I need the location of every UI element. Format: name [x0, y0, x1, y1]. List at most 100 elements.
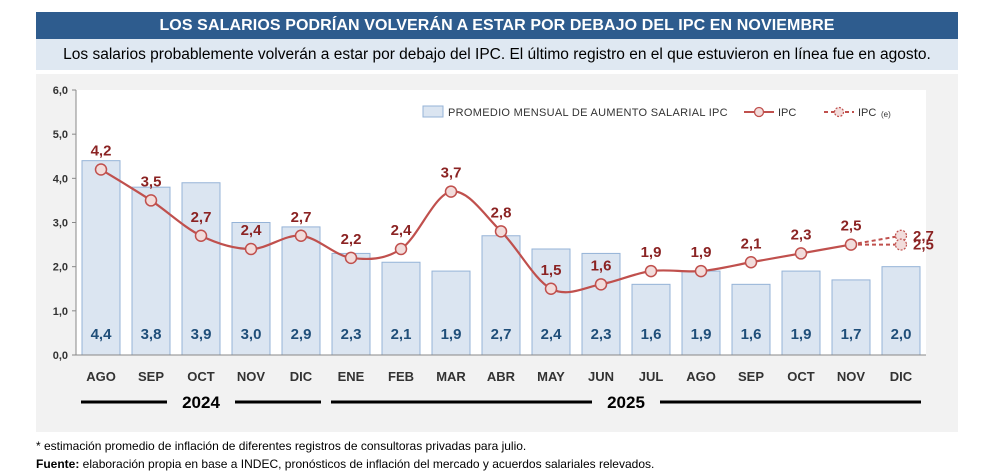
bar-value-label: 4,4 — [91, 326, 113, 343]
ipc-point — [94, 163, 108, 176]
ipc-estimate-point — [894, 238, 908, 251]
bar — [831, 279, 871, 356]
ipc-point-label: 3,7 — [441, 165, 462, 182]
ipc-point-label: 1,9 — [691, 244, 712, 261]
chart-title: LOS SALARIOS PODRÍAN VOLVERÁN A ESTAR PO… — [36, 12, 958, 39]
bar-value-label: 2,3 — [341, 326, 362, 343]
x-tick-label: DIC — [890, 369, 913, 384]
ipc-point-label: 2,4 — [241, 222, 263, 239]
x-tick-label: DIC — [290, 369, 313, 384]
bar-value-label: 2,1 — [391, 326, 412, 343]
x-tick-label: ABR — [487, 369, 516, 384]
bar — [381, 261, 421, 356]
bar — [431, 270, 471, 356]
chart-panel: 0,0 1,0 2,0 3,0 4,0 5,0 6,0 4,4 3,8 3,9 3,0 2,9 2,3 2… — [36, 74, 958, 432]
legend-ipc-marker — [753, 106, 765, 118]
bar — [781, 270, 821, 356]
x-tick-label: SEP — [138, 369, 164, 384]
x-tick-label: SEP — [738, 369, 764, 384]
bar-value-label: 2,9 — [291, 326, 312, 343]
y-tick-label: 6,0 — [53, 85, 68, 97]
legend-ipc-label: IPC — [778, 107, 796, 119]
ipc-point-label: 2,1 — [741, 235, 762, 252]
bar — [281, 226, 321, 356]
bar — [731, 283, 771, 356]
ipc-point-label: 2,7 — [191, 209, 212, 226]
ipc-point — [694, 264, 708, 278]
ipc-point — [394, 242, 408, 256]
y-tick-label: 0,0 — [53, 350, 68, 362]
ipc-point — [544, 282, 558, 295]
x-tick-label: ENE — [338, 369, 365, 384]
bar — [131, 186, 171, 356]
bar-value-label: 3,9 — [191, 326, 212, 343]
x-tick-label: JUN — [588, 369, 614, 384]
ipc-point-label: 2,8 — [491, 204, 512, 221]
ipc-point-label: 4,2 — [91, 143, 112, 160]
x-tick-label: FEB — [388, 369, 414, 384]
x-tick-label: NOV — [837, 369, 866, 384]
bar — [481, 235, 521, 356]
y-tick-label: 1,0 — [53, 306, 68, 318]
ipc-point-label: 1,9 — [641, 244, 662, 261]
legend-ipc-e-marker — [833, 106, 845, 118]
ipc-point — [344, 251, 358, 265]
x-tick-label: OCT — [187, 369, 215, 384]
chart-subtitle: Los salarios probablemente volverán a es… — [36, 39, 958, 70]
ipc-point — [844, 238, 858, 251]
ipc-point-label: 2,7 — [291, 209, 312, 226]
year-label: 2024 — [182, 393, 220, 412]
bar-value-label: 3,0 — [241, 326, 262, 343]
ipc-point-label: 2,2 — [341, 231, 362, 248]
ipc-line — [100, 168, 852, 294]
ipc-point-label: 2,4 — [391, 222, 413, 239]
legend-bar-label: PROMEDIO MENSUAL DE AUMENTO SALARIAL IPC — [448, 107, 728, 119]
bar-value-label: 1,9 — [441, 326, 462, 343]
bar — [531, 248, 571, 356]
ipc-point — [144, 194, 158, 207]
ipc-point-label: 1,5 — [541, 262, 562, 279]
ipc-point — [744, 256, 758, 269]
bar — [681, 270, 721, 356]
ipc-point-label: 2,3 — [791, 226, 812, 243]
ipc-point-label: 2,5 — [841, 218, 862, 235]
bar — [181, 182, 221, 356]
bar — [631, 283, 671, 356]
x-tick-label: AGO — [686, 369, 716, 384]
bar-value-label: 2,7 — [491, 326, 512, 343]
footnote-source: Fuente: elaboración propia en base a IND… — [36, 457, 654, 471]
bar-value-label: 1,6 — [641, 326, 662, 343]
ipc-point — [294, 229, 308, 242]
bar — [81, 160, 121, 356]
bar-value-label: 2,4 — [541, 326, 563, 343]
x-tick-label: AGO — [86, 369, 116, 384]
ipc-estimate-label: 2,5 — [913, 237, 934, 254]
x-tick-label: NOV — [237, 369, 266, 384]
bar-value-label: 2,3 — [591, 326, 612, 343]
x-tick-label: MAY — [537, 369, 565, 384]
source-label: Fuente: — [36, 457, 80, 471]
y-tick-label: 5,0 — [53, 129, 68, 141]
bar-value-label: 1,6 — [741, 326, 762, 343]
y-tick-label: 3,0 — [53, 218, 68, 230]
bar — [881, 266, 921, 356]
ipc-point-label: 1,6 — [591, 257, 612, 274]
bar-value-label: 2,0 — [891, 326, 912, 343]
bar-value-label: 1,7 — [841, 326, 862, 343]
source-text: elaboración propia en base a INDEC, pron… — [79, 457, 655, 471]
ipc-point — [444, 185, 458, 198]
ipc-estimate-line — [850, 234, 902, 246]
ipc-point-label: 3,5 — [141, 173, 162, 190]
ipc-point — [644, 264, 658, 278]
year-label: 2025 — [607, 393, 645, 412]
ipc-point — [494, 225, 508, 238]
legend-ipc-e-suffix: (e) — [881, 110, 891, 119]
ipc-point — [244, 242, 258, 256]
legend-bar-swatch — [422, 105, 444, 118]
y-tick-label: 4,0 — [53, 173, 68, 185]
ipc-point — [194, 229, 208, 242]
x-tick-label: OCT — [787, 369, 815, 384]
y-tick-label: 2,0 — [53, 262, 68, 274]
x-tick-label: JUL — [639, 369, 664, 384]
bar — [581, 252, 621, 356]
